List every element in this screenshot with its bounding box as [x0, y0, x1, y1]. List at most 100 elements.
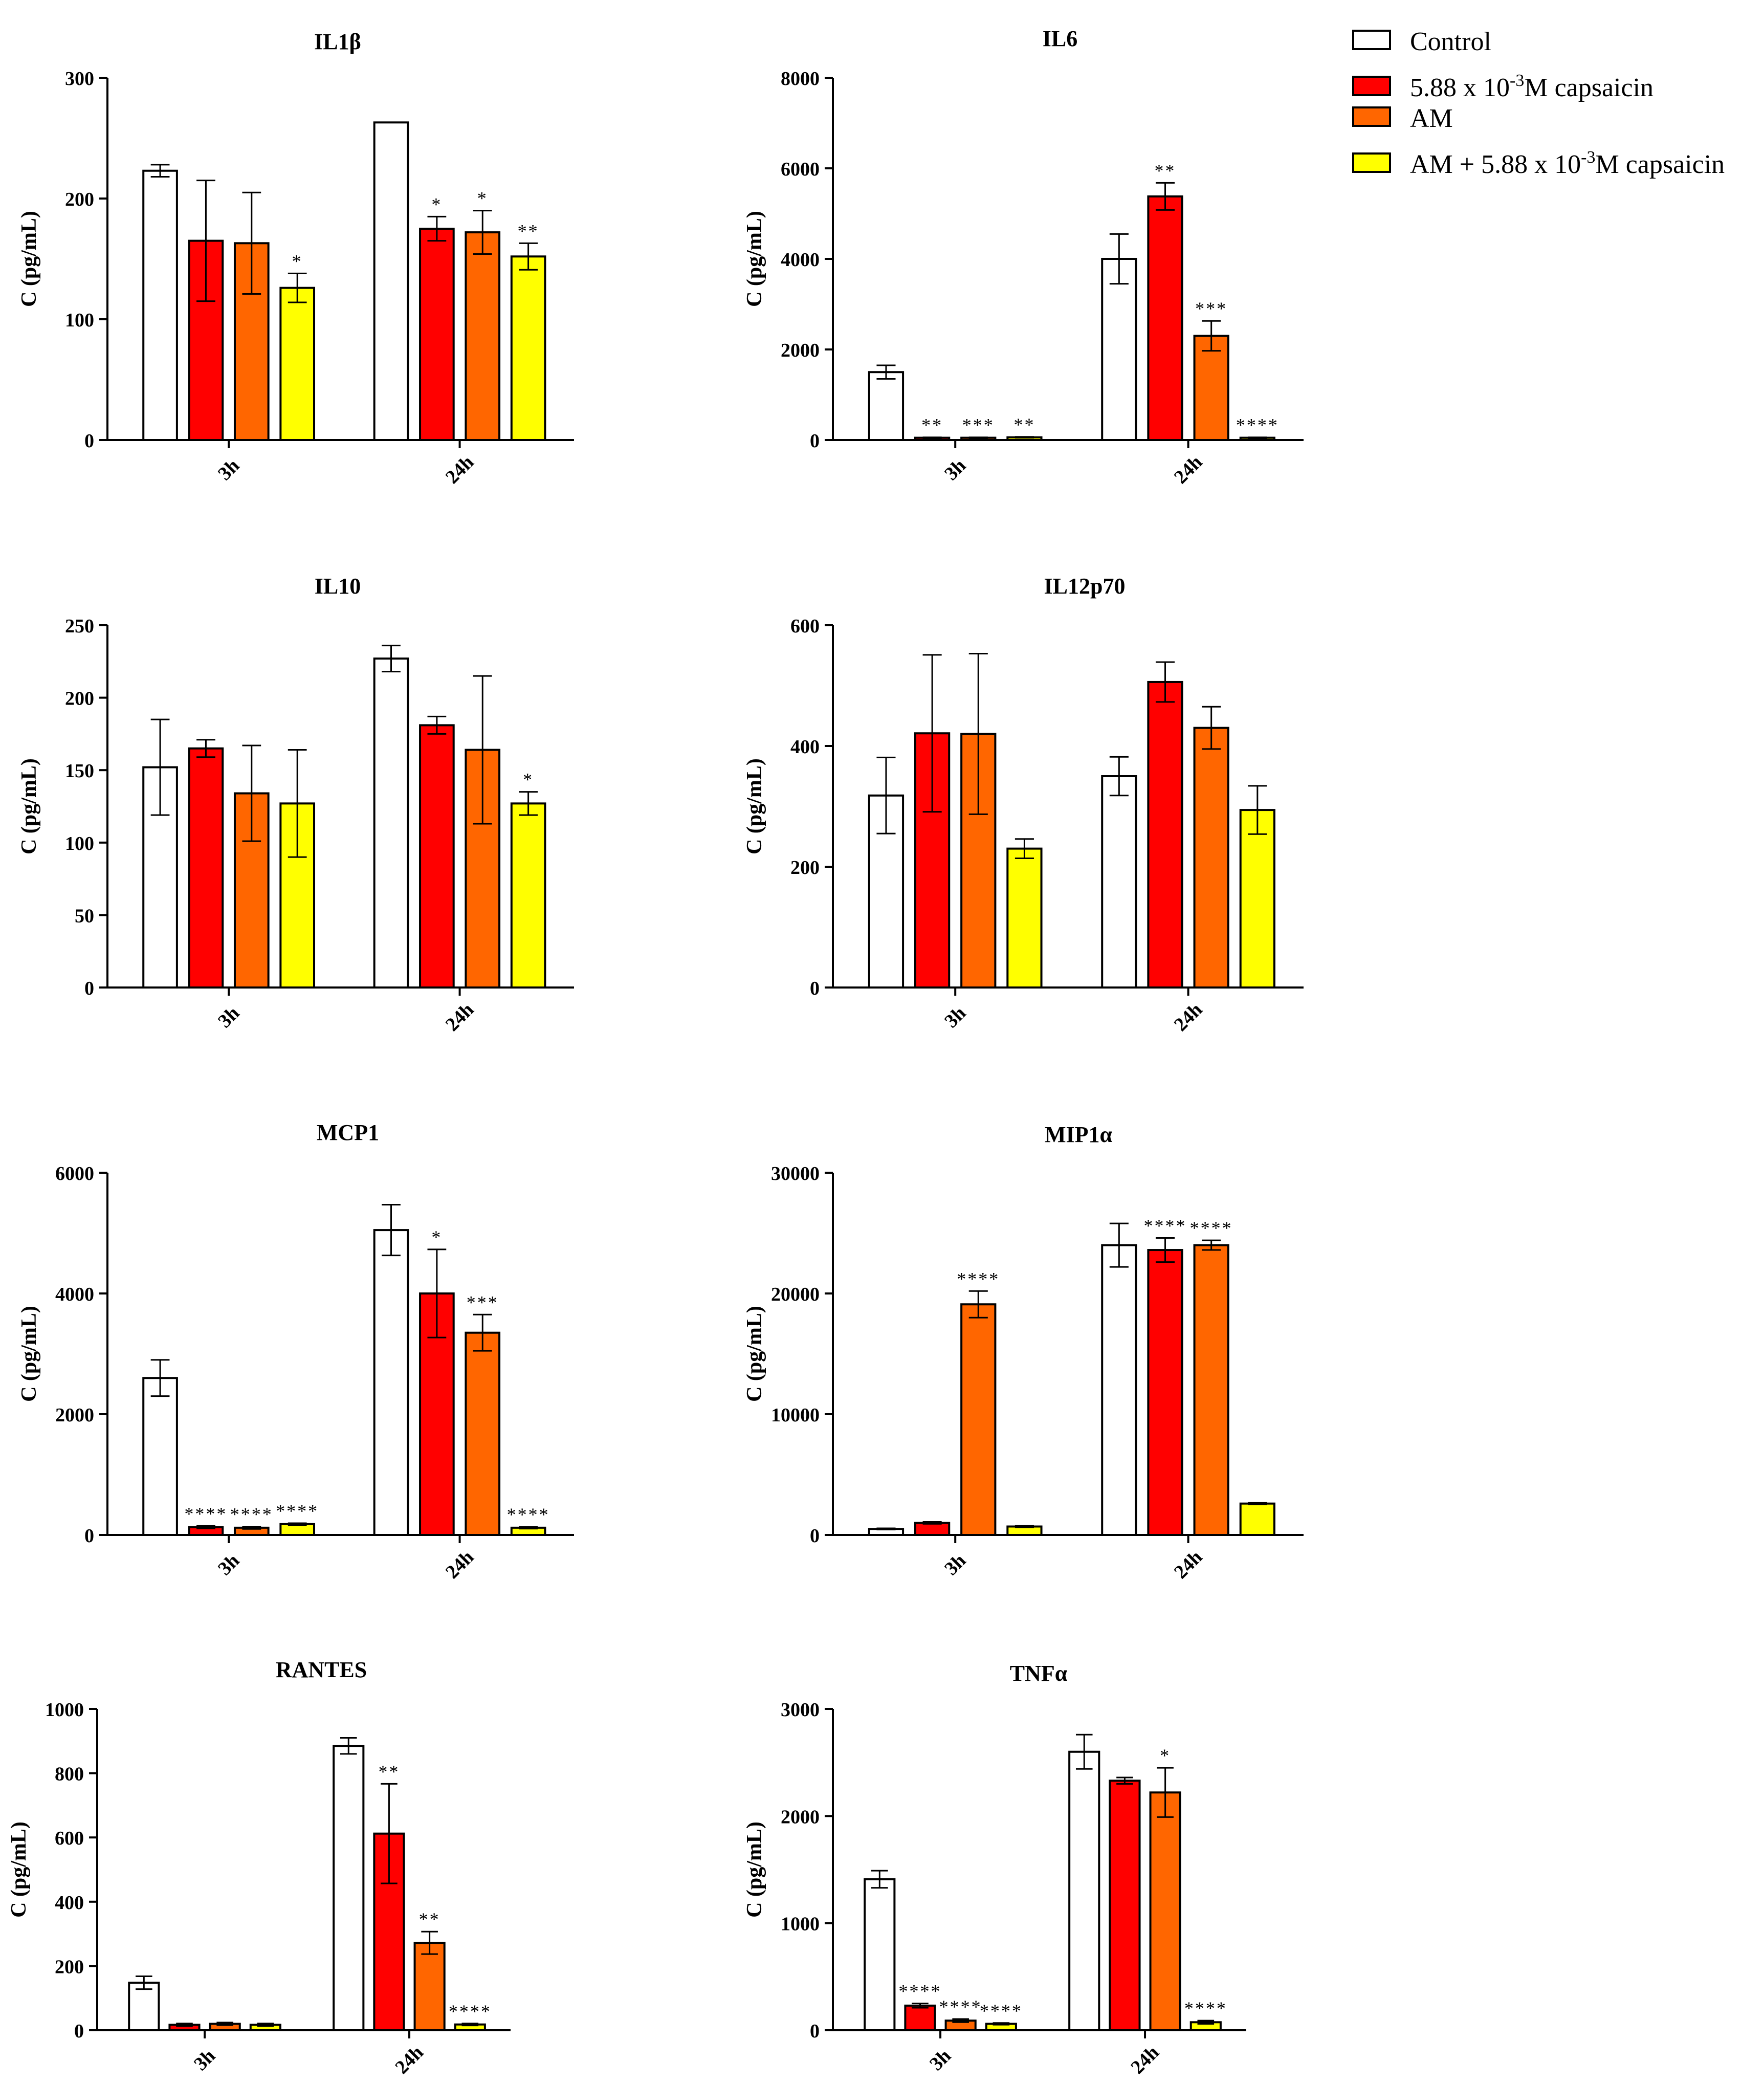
y-tick-label: 30000 — [771, 1163, 820, 1184]
significance-label: ** — [1013, 414, 1035, 435]
chart-title: IL1β — [314, 29, 361, 54]
chart-panel: IL12p70 C (pg/mL) 0 200 400 600 3h 24h — [743, 574, 1304, 1036]
significance-label: **** — [980, 2001, 1023, 2021]
bar — [1147, 681, 1183, 989]
bar — [914, 1522, 951, 1536]
bar — [333, 1745, 365, 2031]
bar — [1101, 258, 1137, 441]
bar — [1147, 195, 1183, 441]
y-tick-label: 200 — [790, 857, 820, 879]
significance-label: ** — [419, 1909, 440, 1929]
significance-label: ** — [518, 221, 539, 241]
bar — [279, 287, 316, 441]
significance-label: **** — [449, 2001, 492, 2022]
y-tick-label: 0 — [810, 978, 820, 999]
significance-label: *** — [1195, 298, 1227, 319]
x-tick-label: 24h — [1170, 999, 1207, 1036]
bar — [1109, 1780, 1141, 2032]
y-tick-label: 6000 — [55, 1163, 94, 1184]
significance-label: **** — [230, 1504, 273, 1524]
significance-label: * — [292, 251, 303, 271]
y-axis-label: C (pg/mL) — [17, 758, 41, 854]
x-tick-label: 24h — [442, 1546, 478, 1583]
y-tick-label: 150 — [65, 760, 94, 782]
bar — [1193, 1244, 1229, 1537]
bar — [465, 231, 501, 441]
significance-label: *** — [467, 1292, 499, 1312]
chart-title: RANTES — [276, 1657, 367, 1682]
y-tick-label: 50 — [75, 905, 94, 927]
y-tick-label: 2000 — [781, 1806, 820, 1828]
significance-label: **** — [507, 1504, 550, 1525]
significance-label: **** — [957, 1268, 1000, 1289]
significance-label: **** — [276, 1501, 319, 1521]
x-tick-label: 3h — [214, 455, 244, 485]
significance-label: **** — [939, 1996, 982, 2017]
y-tick-label: 600 — [790, 616, 820, 637]
y-axis-label: C (pg/mL) — [743, 758, 766, 854]
bar — [373, 121, 409, 441]
y-tick-label: 800 — [55, 1764, 84, 1785]
chart-panel: MIP1α C (pg/mL) 0 10000 20000 30000 3h **** 24h *… — [743, 1122, 1304, 1583]
significance-label: * — [431, 194, 442, 214]
bar — [960, 1303, 997, 1536]
x-tick-label: 3h — [190, 2045, 219, 2075]
x-tick-label: 24h — [442, 451, 478, 488]
bar — [1239, 809, 1275, 989]
bar — [1101, 1244, 1137, 1537]
y-tick-label: 250 — [65, 616, 94, 637]
significance-label: **** — [898, 1981, 941, 2002]
legend-label: AM — [1410, 104, 1453, 133]
x-tick-label: 24h — [1170, 1546, 1207, 1583]
bar — [188, 747, 224, 989]
y-axis-label: C (pg/mL) — [743, 1306, 766, 1402]
bar — [465, 1331, 501, 1536]
y-tick-label: 0 — [84, 978, 94, 999]
x-tick-label: 3h — [214, 1002, 244, 1032]
bar — [1239, 1502, 1275, 1536]
x-tick-label: 3h — [214, 1550, 244, 1579]
x-tick-label: 24h — [1127, 2042, 1163, 2078]
significance-label: ** — [378, 1761, 400, 1782]
y-axis-label: C (pg/mL) — [743, 211, 766, 307]
significance-label: * — [477, 188, 488, 209]
significance-label: * — [523, 770, 534, 790]
bar — [1147, 1249, 1183, 1537]
bar — [868, 371, 905, 441]
bar — [142, 169, 178, 442]
bar — [419, 724, 455, 989]
y-axis-label: C (pg/mL) — [17, 1306, 41, 1402]
chart-title: IL12p70 — [1044, 574, 1126, 599]
significance-label: * — [1160, 1745, 1171, 1766]
significance-label: **** — [1144, 1215, 1187, 1236]
y-axis-label: C (pg/mL) — [743, 1821, 766, 1918]
legend-swatch — [1352, 30, 1391, 50]
bar — [864, 1878, 896, 2032]
chart-panel: IL10 C (pg/mL) 0 50 100 150 200 250 3h 24h * — [17, 574, 574, 1036]
bar — [419, 228, 455, 441]
x-tick-label: 3h — [940, 1550, 970, 1579]
chart-title: MCP1 — [317, 1120, 379, 1145]
y-tick-label: 200 — [65, 189, 94, 210]
x-tick-label: 24h — [1170, 451, 1207, 488]
y-tick-label: 300 — [65, 68, 94, 90]
y-tick-label: 1000 — [45, 1699, 84, 1721]
chart-title: TNFα — [1010, 1661, 1068, 1686]
x-tick-label: 3h — [925, 2045, 955, 2075]
y-tick-label: 200 — [55, 1956, 84, 1978]
bar — [510, 802, 546, 989]
y-axis-label: C (pg/mL) — [7, 1821, 31, 1918]
significance-label: **** — [1236, 415, 1279, 435]
y-axis-label: C (pg/mL) — [17, 211, 41, 307]
legend-label: AM + 5.88 x 10-3M capsaicin — [1410, 148, 1725, 179]
legend-label: 5.88 x 10-3M capsaicin — [1410, 71, 1653, 102]
legend-label: Control — [1410, 27, 1491, 56]
chart-title: IL6 — [1043, 26, 1077, 51]
bar — [1006, 847, 1043, 989]
bar — [1193, 727, 1229, 989]
